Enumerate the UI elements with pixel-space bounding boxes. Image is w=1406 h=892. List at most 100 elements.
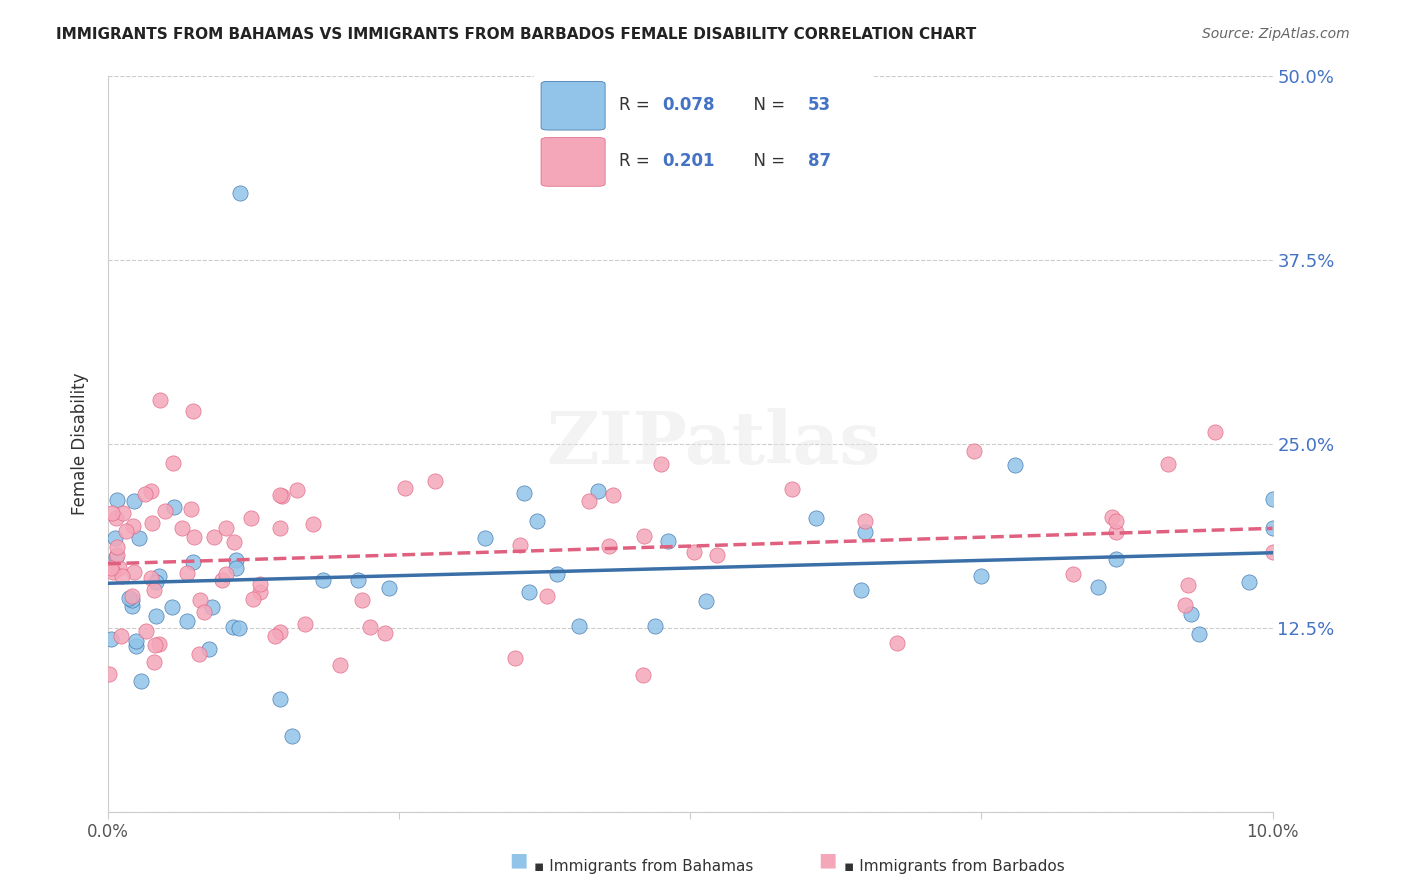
- Immigrants from Bahamas: [346, 573, 368, 587]
- Immigrants from Bahamas: [1004, 458, 1026, 472]
- Immigrants from Bahamas: [225, 561, 247, 575]
- Immigrants from Bahamas: [512, 486, 534, 500]
- Text: ▪ Immigrants from Bahamas: ▪ Immigrants from Bahamas: [534, 859, 754, 874]
- Immigrants from Bahamas: [853, 524, 876, 539]
- Immigrants from Barbados: [121, 589, 143, 603]
- Immigrants from Barbados: [142, 583, 165, 598]
- Immigrants from Barbados: [602, 488, 624, 502]
- Immigrants from Bahamas: [1187, 627, 1209, 641]
- Immigrants from Barbados: [135, 624, 157, 639]
- Immigrants from Bahamas: [526, 514, 548, 528]
- Immigrants from Barbados: [110, 629, 132, 643]
- Immigrants from Bahamas: [1239, 574, 1261, 589]
- Immigrants from Barbados: [100, 506, 122, 520]
- Immigrants from Bahamas: [198, 642, 221, 657]
- Text: ■: ■: [509, 851, 527, 870]
- Immigrants from Barbados: [215, 521, 238, 535]
- Immigrants from Bahamas: [1180, 607, 1202, 621]
- Immigrants from Bahamas: [181, 555, 204, 569]
- Immigrants from Barbados: [1105, 524, 1128, 539]
- Immigrants from Barbados: [631, 667, 654, 681]
- Immigrants from Bahamas: [312, 573, 335, 587]
- Immigrants from Bahamas: [105, 549, 128, 564]
- Immigrants from Barbados: [423, 474, 446, 488]
- Immigrants from Barbados: [141, 483, 163, 498]
- Immigrants from Bahamas: [1261, 491, 1284, 506]
- Immigrants from Barbados: [270, 489, 292, 503]
- Immigrants from Barbados: [263, 629, 285, 643]
- Immigrants from Barbados: [183, 404, 205, 418]
- Immigrants from Bahamas: [118, 591, 141, 606]
- Immigrants from Bahamas: [378, 581, 401, 595]
- Immigrants from Barbados: [963, 444, 986, 458]
- Immigrants from Bahamas: [695, 593, 717, 607]
- Immigrants from Barbados: [503, 651, 526, 665]
- Immigrants from Barbados: [100, 561, 122, 575]
- Immigrants from Barbados: [1204, 425, 1226, 439]
- Immigrants from Bahamas: [160, 599, 183, 614]
- Immigrants from Barbados: [853, 514, 876, 528]
- Y-axis label: Female Disability: Female Disability: [72, 372, 89, 515]
- Immigrants from Bahamas: [225, 553, 247, 567]
- Immigrants from Barbados: [578, 494, 600, 508]
- Immigrants from Bahamas: [125, 634, 148, 648]
- Immigrants from Barbados: [598, 539, 620, 553]
- Immigrants from Barbados: [122, 519, 145, 533]
- Immigrants from Bahamas: [222, 619, 245, 633]
- Immigrants from Barbados: [249, 584, 271, 599]
- Immigrants from Barbados: [294, 617, 316, 632]
- FancyBboxPatch shape: [527, 69, 879, 199]
- Immigrants from Bahamas: [1261, 521, 1284, 535]
- Text: 0.201: 0.201: [662, 153, 716, 170]
- Immigrants from Barbados: [249, 577, 271, 591]
- Immigrants from Barbados: [142, 655, 165, 669]
- Immigrants from Bahamas: [176, 614, 198, 628]
- Immigrants from Bahamas: [229, 186, 252, 201]
- Text: N =: N =: [744, 153, 790, 170]
- Immigrants from Bahamas: [474, 531, 496, 545]
- Immigrants from Barbados: [111, 569, 134, 583]
- Immigrants from Barbados: [682, 545, 704, 559]
- Immigrants from Bahamas: [162, 500, 184, 514]
- Immigrants from Bahamas: [228, 621, 250, 635]
- Immigrants from Bahamas: [105, 493, 128, 508]
- Immigrants from Barbados: [1104, 514, 1126, 528]
- Text: R =: R =: [619, 96, 655, 114]
- Text: 53: 53: [807, 96, 831, 114]
- Immigrants from Bahamas: [100, 632, 122, 646]
- Text: ZIPatlas: ZIPatlas: [547, 408, 880, 479]
- Immigrants from Barbados: [329, 657, 352, 672]
- Immigrants from Barbados: [242, 591, 264, 606]
- Immigrants from Barbados: [509, 538, 531, 552]
- Immigrants from Bahamas: [1087, 580, 1109, 594]
- Immigrants from Bahamas: [281, 729, 304, 743]
- Immigrants from Barbados: [149, 392, 172, 407]
- Immigrants from Bahamas: [121, 599, 143, 614]
- Immigrants from Barbados: [211, 573, 233, 587]
- Immigrants from Barbados: [162, 456, 184, 470]
- Text: ▪ Immigrants from Barbados: ▪ Immigrants from Barbados: [844, 859, 1064, 874]
- Text: IMMIGRANTS FROM BAHAMAS VS IMMIGRANTS FROM BARBADOS FEMALE DISABILITY CORRELATIO: IMMIGRANTS FROM BAHAMAS VS IMMIGRANTS FR…: [56, 27, 977, 42]
- Immigrants from Bahamas: [148, 569, 170, 583]
- Immigrants from Barbados: [180, 501, 202, 516]
- Immigrants from Barbados: [202, 530, 225, 544]
- Immigrants from Bahamas: [269, 692, 291, 706]
- Immigrants from Barbados: [143, 638, 166, 652]
- Immigrants from Barbados: [105, 541, 128, 555]
- Text: N =: N =: [744, 96, 790, 114]
- Immigrants from Barbados: [148, 637, 170, 651]
- Immigrants from Barbados: [1101, 510, 1123, 524]
- FancyBboxPatch shape: [541, 137, 605, 186]
- Immigrants from Bahamas: [517, 585, 540, 599]
- Immigrants from Barbados: [104, 511, 127, 525]
- Immigrants from Barbados: [1157, 457, 1180, 471]
- FancyBboxPatch shape: [541, 81, 605, 130]
- Immigrants from Barbados: [374, 625, 396, 640]
- Immigrants from Bahamas: [122, 494, 145, 508]
- Immigrants from Barbados: [103, 565, 125, 579]
- Immigrants from Barbados: [111, 506, 134, 520]
- Immigrants from Bahamas: [1105, 552, 1128, 566]
- Immigrants from Barbados: [155, 504, 177, 518]
- Immigrants from Bahamas: [657, 533, 679, 548]
- Immigrants from Bahamas: [849, 582, 872, 597]
